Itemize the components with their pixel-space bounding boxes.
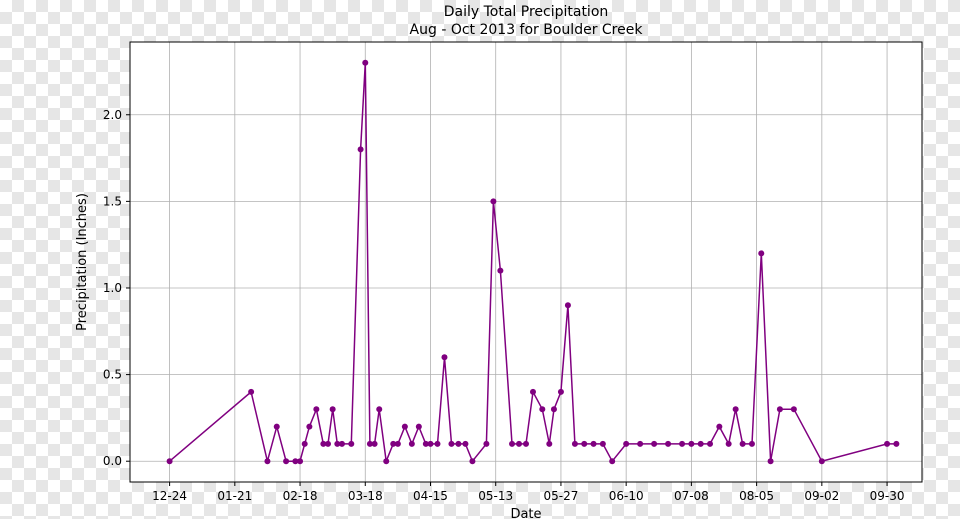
- data-point: [591, 441, 597, 447]
- y-tick-label: 1.5: [103, 194, 122, 208]
- chart-title-2: Aug - Oct 2013 for Boulder Creek: [410, 22, 644, 38]
- data-point: [609, 458, 615, 464]
- data-point: [884, 441, 890, 447]
- data-point: [372, 441, 378, 447]
- data-point: [637, 441, 643, 447]
- y-tick-label: 1.0: [103, 281, 122, 295]
- x-tick-label: 06-10: [609, 489, 644, 503]
- data-point: [248, 389, 254, 395]
- data-point: [777, 406, 783, 412]
- data-point: [402, 424, 408, 430]
- data-point: [530, 389, 536, 395]
- data-point: [768, 458, 774, 464]
- data-point: [791, 406, 797, 412]
- data-point: [516, 441, 522, 447]
- data-point: [302, 441, 308, 447]
- x-ticks: 12-24 01-21 02-18 03-18 04-15 05-13 05-27 06-10…: [152, 482, 904, 503]
- data-point: [707, 441, 713, 447]
- data-point: [264, 458, 270, 464]
- y-tick-label: 0.0: [103, 454, 122, 468]
- x-tick-label: 05-27: [544, 489, 579, 503]
- data-point: [339, 441, 345, 447]
- data-point: [600, 441, 606, 447]
- x-tick-label: 07-08: [674, 489, 709, 503]
- data-point: [716, 424, 722, 430]
- y-tick-label: 2.0: [103, 108, 122, 122]
- data-point: [651, 441, 657, 447]
- x-axis-label: Date: [510, 507, 541, 519]
- data-point: [376, 406, 382, 412]
- data-point: [395, 441, 401, 447]
- data-point: [167, 458, 173, 464]
- data-point: [313, 406, 319, 412]
- data-point: [490, 198, 496, 204]
- plot-area: [130, 42, 922, 482]
- data-point: [497, 268, 503, 274]
- data-point: [546, 441, 552, 447]
- data-point: [441, 354, 447, 360]
- data-point: [348, 441, 354, 447]
- data-point: [679, 441, 685, 447]
- data-point: [539, 406, 545, 412]
- data-point: [469, 458, 475, 464]
- data-point: [448, 441, 454, 447]
- x-tick-label: 09-02: [804, 489, 839, 503]
- data-point: [330, 406, 336, 412]
- x-tick-label: 01-21: [217, 489, 252, 503]
- data-point: [665, 441, 671, 447]
- data-point: [483, 441, 489, 447]
- precipitation-chart: 12-24 01-21 02-18 03-18 04-15 05-13 05-27 06-10…: [0, 0, 960, 519]
- data-point: [819, 458, 825, 464]
- data-point: [416, 424, 422, 430]
- chart-title-1: Daily Total Precipitation: [444, 4, 609, 20]
- data-point: [749, 441, 755, 447]
- data-point: [306, 424, 312, 430]
- data-point: [523, 441, 529, 447]
- y-ticks: 0.0 0.5 1.0 1.5 2.0: [103, 108, 130, 468]
- x-tick-label: 09-30: [870, 489, 905, 503]
- data-point: [698, 441, 704, 447]
- data-point: [383, 458, 389, 464]
- data-point: [297, 458, 303, 464]
- data-point: [551, 406, 557, 412]
- data-point: [509, 441, 515, 447]
- data-point: [434, 441, 440, 447]
- x-tick-label: 08-05: [739, 489, 774, 503]
- data-point: [572, 441, 578, 447]
- data-point: [623, 441, 629, 447]
- data-point: [733, 406, 739, 412]
- data-point: [558, 389, 564, 395]
- chart-stage: 12-24 01-21 02-18 03-18 04-15 05-13 05-27 06-10…: [0, 0, 960, 519]
- data-point: [740, 441, 746, 447]
- data-point: [427, 441, 433, 447]
- data-point: [726, 441, 732, 447]
- data-point: [283, 458, 289, 464]
- y-tick-label: 0.5: [103, 368, 122, 382]
- x-tick-label: 02-18: [283, 489, 318, 503]
- data-point: [565, 302, 571, 308]
- data-point: [358, 146, 364, 152]
- data-point: [758, 250, 764, 256]
- data-point: [409, 441, 415, 447]
- data-point: [325, 441, 331, 447]
- data-point: [455, 441, 461, 447]
- x-tick-label: 03-18: [348, 489, 383, 503]
- x-tick-label: 05-13: [478, 489, 513, 503]
- data-point: [581, 441, 587, 447]
- y-axis-label: Precipitation (Inches): [75, 193, 90, 331]
- x-tick-label: 04-15: [413, 489, 448, 503]
- x-tick-label: 12-24: [152, 489, 187, 503]
- data-point: [274, 424, 280, 430]
- data-point: [462, 441, 468, 447]
- data-point: [893, 441, 899, 447]
- data-point: [362, 60, 368, 66]
- data-point: [688, 441, 694, 447]
